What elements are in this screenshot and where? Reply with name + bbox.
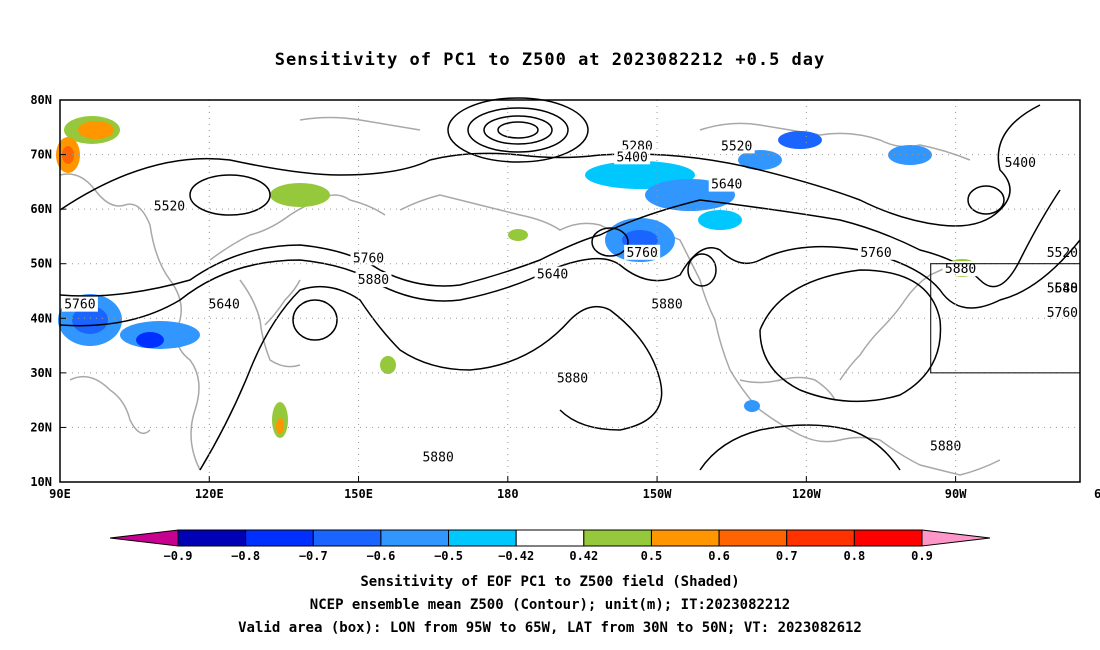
coastlines [59, 116, 1001, 476]
contour-label: 5880 [930, 440, 961, 455]
caption-valid-area: Valid area (box): LON from 95W to 65W, L… [238, 620, 862, 636]
contour-label: 5880 [651, 298, 682, 313]
plot-title: Sensitivity of PC1 to Z500 at 2023082212… [274, 50, 826, 70]
colorbar-segment [650, 529, 720, 547]
colorbar-label: −0.7 [299, 549, 328, 563]
y-tick-label: 10N [30, 475, 52, 489]
colorbar-segment [312, 529, 382, 547]
y-tick-label: 50N [30, 257, 52, 271]
colorbar-label: −0.9 [164, 549, 193, 563]
contour-label-bg [927, 438, 964, 454]
colorbar-label: −0.6 [366, 549, 395, 563]
contour-label: 5760 [626, 246, 657, 261]
contour-label-bg [718, 138, 755, 154]
contour-label: 5880 [358, 273, 389, 288]
contour-label-bg [534, 266, 571, 282]
colorbar-segment [786, 529, 855, 547]
contour-label: 5760 [1047, 306, 1078, 321]
contour-label: 5760 [353, 251, 384, 266]
colorbar-segment [245, 529, 314, 547]
colorbar-segment [583, 529, 652, 547]
x-tick-label: 120E [195, 487, 224, 501]
contour-label-bg [1002, 154, 1039, 170]
y-tick-label: 80N [30, 93, 52, 107]
colorbar-segment [718, 529, 788, 547]
contour-label-bg [151, 198, 188, 214]
colorbar-segment [515, 529, 585, 547]
colorbar-label: 0.6 [708, 549, 730, 563]
contour-label-bg [649, 296, 686, 312]
contour-label-bg [350, 250, 387, 266]
caption-contour: NCEP ensemble mean Z500 (Contour); unit(… [309, 597, 791, 613]
contour-labels: 5280540055205640540055205760588056405760… [61, 138, 1078, 465]
contour-label: 5880 [422, 450, 453, 465]
x-tick-label: 60W [1094, 487, 1100, 501]
x-tick-label: 120W [792, 487, 822, 501]
y-axis: 80N 70N 60N 50N 40N 30N 20N 10N [30, 93, 66, 489]
contour-label: 5400 [617, 150, 648, 165]
colorbar-label: 0.42 [569, 549, 598, 563]
contour-label: 588 [1055, 281, 1078, 296]
colorbar-segment [448, 529, 517, 547]
contour-label: 5760 [860, 246, 891, 261]
colorbar-high-extend [921, 529, 991, 547]
contour-label-bg [355, 272, 392, 288]
contour-label-bg [858, 244, 894, 260]
x-tick-label: 150W [643, 487, 673, 501]
contour-label-bg [708, 176, 745, 192]
contour-label: 5880 [945, 262, 976, 277]
colorbar-label: −0.5 [434, 549, 463, 563]
y-tick-label: 60N [30, 202, 52, 216]
x-tick-label: 90E [49, 487, 71, 501]
colorbar-label: −0.8 [231, 549, 260, 563]
contour-label-bg [942, 261, 979, 277]
contour-label: 5640 [711, 178, 742, 193]
caption-shading: Sensitivity of EOF PC1 to Z500 field (Sh… [360, 574, 740, 590]
contour-label-bg [614, 149, 651, 165]
y-tick-label: 30N [30, 366, 52, 380]
contour-label-bg [554, 370, 591, 386]
x-tick-label: 180 [497, 487, 519, 501]
colorbar-segment [177, 529, 247, 547]
y-tick-label: 20N [30, 420, 52, 434]
x-tick-label: 150E [344, 487, 373, 501]
colorbar-low-extend [109, 529, 179, 547]
y-tick-label: 70N [30, 148, 52, 162]
colorbar-label: 0.5 [641, 549, 663, 563]
contour-label: 5640 [209, 298, 240, 313]
contour-label: 5520 [1047, 246, 1078, 261]
colorbar: −0.9 −0.8 −0.7 −0.6 −0.5 −0.42 0.42 0.5 0.6 0.7 0.… [109, 529, 991, 563]
map-frame [59, 99, 1081, 483]
contour-label: 5400 [1005, 156, 1036, 171]
contour-label: 5640 [1047, 281, 1078, 296]
x-axis: 90E 120E 150E 180 150W 120W 90W 60W [49, 476, 1100, 501]
contour-label-bg [420, 449, 457, 465]
colorbar-label: −0.42 [498, 549, 534, 563]
contour-label: 5760 [64, 298, 95, 313]
colorbar-label: 0.9 [911, 549, 933, 563]
contour-label-bg [206, 296, 243, 312]
contour-label-bg [61, 296, 98, 312]
contour-label: 5880 [557, 371, 588, 386]
gridlines [60, 100, 1080, 482]
colorbar-label: 0.8 [844, 549, 866, 563]
contour-label: 5640 [537, 268, 568, 283]
contour-label: 5520 [154, 199, 185, 214]
contour-label: 5520 [721, 139, 752, 154]
colorbar-label: 0.7 [776, 549, 798, 563]
y-tick-label: 40N [30, 311, 52, 325]
colorbar-segment [853, 529, 923, 547]
x-tick-label: 90W [945, 487, 967, 501]
colorbar-segment [380, 529, 450, 547]
shaded-sensitivity [56, 116, 978, 438]
contour-label-bg [624, 244, 661, 260]
